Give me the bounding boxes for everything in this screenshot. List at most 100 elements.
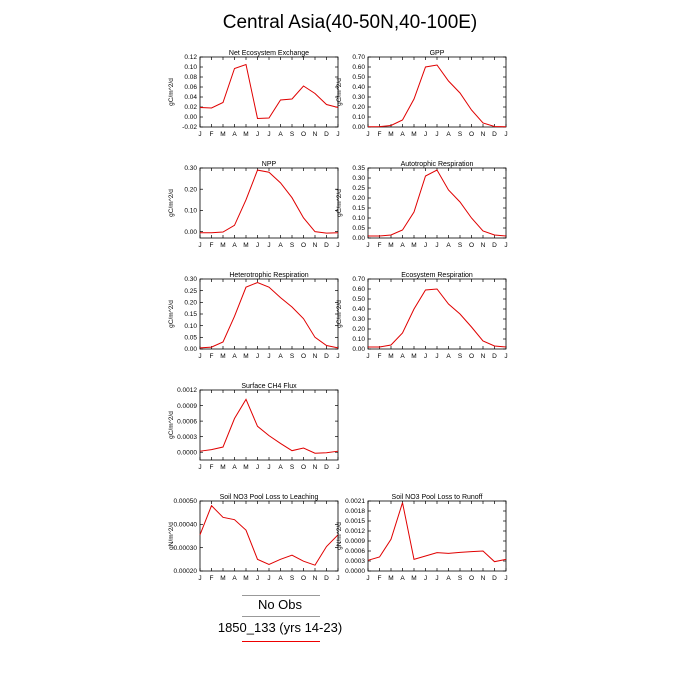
x-tick-label: S <box>290 353 295 360</box>
y-tick-label: 0.15 <box>184 311 197 318</box>
chart-panel-4: Heterotrophic Respiration 0.00 0.05 0.10 0.1… <box>168 272 340 360</box>
y-tick-label: 0.10 <box>352 114 365 121</box>
x-tick-label: A <box>232 464 237 471</box>
y-tick-label: 0.0015 <box>345 518 365 525</box>
x-tick-label: A <box>232 353 237 360</box>
x-tick-label: O <box>469 353 474 360</box>
y-tick-label: 0.04 <box>184 94 197 101</box>
x-tick-label: M <box>411 242 416 249</box>
y-axis-label: gC/m^2/d <box>336 189 343 217</box>
x-tick-label: A <box>400 353 405 360</box>
y-tick-label: 0.40 <box>352 84 365 91</box>
x-tick-label: M <box>243 131 248 138</box>
x-tick-label: A <box>232 575 237 582</box>
x-tick-label: N <box>313 353 318 360</box>
y-tick-label: 0.30 <box>352 316 365 323</box>
y-tick-label: 0.00 <box>352 346 365 353</box>
x-tick-label: A <box>400 131 405 138</box>
y-axis-label: gC/m^2/d <box>336 78 343 106</box>
x-tick-label: F <box>378 353 382 360</box>
x-tick-label: M <box>220 464 225 471</box>
x-tick-label: J <box>267 353 270 360</box>
x-tick-label: J <box>267 464 270 471</box>
y-tick-label: 0.25 <box>184 288 197 295</box>
x-tick-label: J <box>424 131 427 138</box>
series-line <box>367 64 507 128</box>
chart-panel-8: Soil NO3 Pool Loss to Leaching 0.00020 0.0… <box>168 494 340 582</box>
x-tick-label: S <box>290 575 295 582</box>
plot-frame <box>367 167 507 239</box>
x-tick-label: J <box>504 353 507 360</box>
chart-panel-3: Autotrophic Respiration 0.00 0.05 0.10 0.15 0… <box>336 161 508 249</box>
y-tick-label: 0.60 <box>352 286 365 293</box>
y-tick-label: 0.10 <box>352 215 365 222</box>
y-tick-label: 0.0021 <box>345 498 365 505</box>
y-tick-label: 0.00020 <box>174 568 198 575</box>
legend-divider-mid <box>242 616 320 617</box>
x-tick-label: A <box>232 242 237 249</box>
x-tick-label: A <box>278 575 283 582</box>
y-tick-label: 0.05 <box>352 225 365 232</box>
plot-frame <box>367 500 507 572</box>
y-axis-label: gN/m^2/d <box>168 522 175 550</box>
x-tick-label: A <box>278 131 283 138</box>
y-tick-label: 0.08 <box>184 74 197 81</box>
panel-title: Autotrophic Respiration <box>401 161 474 168</box>
y-tick-label: 0.20 <box>352 195 365 202</box>
y-tick-label: 0.10 <box>184 323 197 330</box>
figure-title: Central Asia(40-50N,40-100E) <box>222 12 478 33</box>
series-line <box>367 502 507 563</box>
series-line <box>199 281 339 349</box>
x-tick-label: M <box>388 353 393 360</box>
x-tick-label: O <box>469 131 474 138</box>
y-tick-label: 0.00 <box>352 235 365 242</box>
x-tick-label: M <box>243 353 248 360</box>
panel-title: GPP <box>430 50 445 57</box>
x-tick-label: S <box>290 131 295 138</box>
x-tick-label: F <box>210 464 214 471</box>
y-tick-label: 0.0003 <box>345 558 365 565</box>
x-tick-label: J <box>256 131 259 138</box>
x-tick-label: J <box>504 131 507 138</box>
x-tick-label: M <box>411 575 416 582</box>
x-tick-label: S <box>458 575 463 582</box>
plot-frame <box>199 56 339 128</box>
x-tick-label: A <box>446 575 451 582</box>
y-tick-label: 0.60 <box>352 64 365 71</box>
panel-title: Ecosystem Respiration <box>401 272 473 279</box>
x-tick-label: J <box>435 353 438 360</box>
x-tick-label: A <box>278 464 283 471</box>
y-tick-label: 0.70 <box>352 54 365 61</box>
series-line <box>199 398 339 454</box>
x-tick-label: M <box>243 575 248 582</box>
series-line <box>199 504 339 566</box>
y-tick-label: 0.20 <box>184 300 197 307</box>
x-tick-label: F <box>210 575 214 582</box>
x-tick-label: D <box>324 464 329 471</box>
y-tick-label: 0.0012 <box>345 528 365 535</box>
x-tick-label: J <box>256 353 259 360</box>
x-tick-label: J <box>366 353 369 360</box>
panel-title: NPP <box>262 161 277 168</box>
series-line <box>200 169 339 234</box>
x-tick-label: O <box>301 242 306 249</box>
y-axis-label: gC/m^2/d <box>168 300 175 328</box>
y-tick-label: 0.20 <box>352 326 365 333</box>
y-tick-label: 0.00 <box>352 124 365 131</box>
x-tick-label: A <box>278 242 283 249</box>
y-tick-label: 0.0000 <box>177 449 197 456</box>
x-tick-label: O <box>301 131 306 138</box>
x-tick-label: D <box>492 242 497 249</box>
series-line <box>368 169 507 237</box>
panel-title: Surface CH4 Flux <box>241 383 297 390</box>
x-tick-label: A <box>278 353 283 360</box>
x-tick-label: S <box>458 242 463 249</box>
x-tick-label: J <box>366 575 369 582</box>
legend-divider-top <box>242 595 320 596</box>
x-tick-label: S <box>290 242 295 249</box>
y-tick-label: 0.0009 <box>177 403 197 410</box>
x-tick-label: F <box>378 575 382 582</box>
x-tick-label: M <box>220 575 225 582</box>
y-tick-label: 0.10 <box>184 208 197 215</box>
